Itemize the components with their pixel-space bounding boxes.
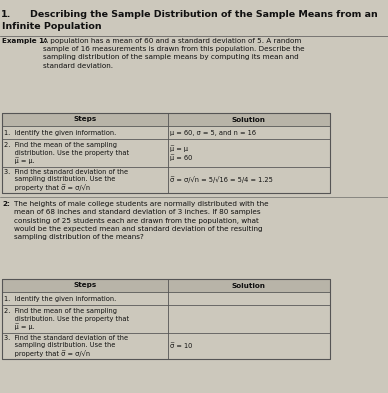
Text: 3.  Find the standard deviation of the
     sampling distribution. Use the
     : 3. Find the standard deviation of the sa… — [4, 335, 128, 357]
Text: Describing the Sample Distribution of the Sample Means from an: Describing the Sample Distribution of th… — [30, 10, 378, 19]
Text: μ = 60, σ = 5, and n = 16: μ = 60, σ = 5, and n = 16 — [170, 130, 256, 136]
Text: Steps: Steps — [73, 283, 97, 288]
Text: The heights of male college students are normally distributed with the
mean of 6: The heights of male college students are… — [14, 201, 268, 240]
Text: 1.  Identify the given information.: 1. Identify the given information. — [4, 296, 116, 301]
Text: Solution: Solution — [232, 116, 266, 123]
Bar — [2, 126, 330, 139]
Bar — [2, 279, 330, 359]
Text: σ̅ = 10: σ̅ = 10 — [170, 343, 192, 349]
Bar — [2, 113, 330, 193]
Text: 1.: 1. — [0, 10, 11, 19]
Bar — [2, 292, 330, 305]
Bar — [2, 167, 330, 193]
Bar — [2, 139, 330, 167]
Text: Example 1:: Example 1: — [2, 38, 47, 44]
Bar — [2, 279, 330, 292]
Text: 1.  Identify the given information.: 1. Identify the given information. — [4, 130, 116, 136]
Text: Steps: Steps — [73, 116, 97, 123]
Text: 2.  Find the mean of the sampling
     distribution. Use the property that
     : 2. Find the mean of the sampling distrib… — [4, 142, 129, 164]
Text: A population has a mean of 60 and a standard deviation of 5. A random
sample of : A population has a mean of 60 and a stan… — [43, 38, 305, 69]
Text: 3.  Find the standard deviation of the
     sampling distribution. Use the
     : 3. Find the standard deviation of the sa… — [4, 169, 128, 191]
Text: Infinite Population: Infinite Population — [2, 22, 102, 31]
Bar — [2, 113, 330, 126]
Text: Solution: Solution — [232, 283, 266, 288]
Bar — [2, 333, 330, 359]
Text: μ̅ = μ
μ̅ = 60: μ̅ = μ μ̅ = 60 — [170, 145, 192, 161]
Text: 2.  Find the mean of the sampling
     distribution. Use the property that
     : 2. Find the mean of the sampling distrib… — [4, 308, 129, 330]
Text: σ̅ = σ/√n = 5/√16 = 5/4 = 1.25: σ̅ = σ/√n = 5/√16 = 5/4 = 1.25 — [170, 176, 273, 184]
Bar — [2, 305, 330, 333]
Text: 2:: 2: — [2, 201, 10, 207]
